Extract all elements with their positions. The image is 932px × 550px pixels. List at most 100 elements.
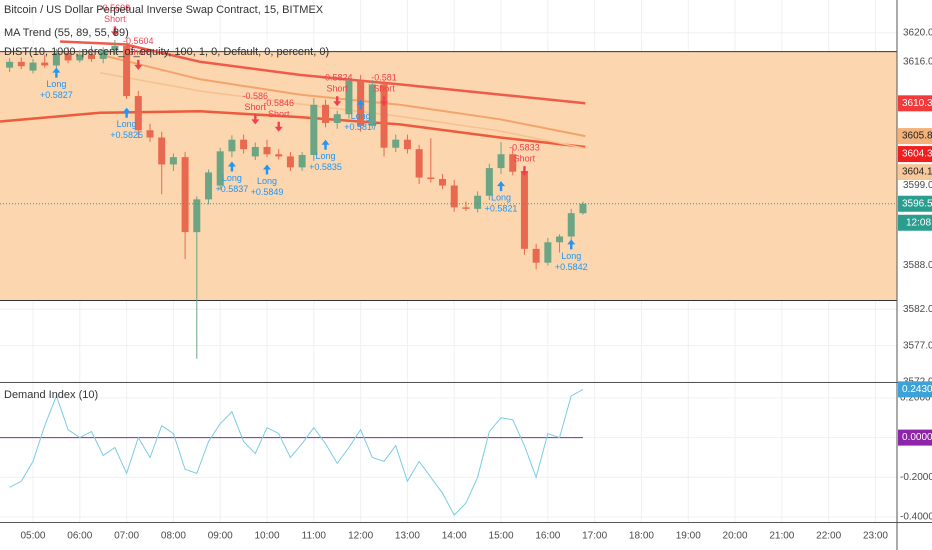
signal-profit: -0.586 [243, 91, 269, 101]
signal-arrow [134, 59, 143, 70]
candle-body [263, 146, 271, 155]
signal-profit: +0.5842 [555, 262, 588, 272]
candle-body [228, 139, 236, 152]
price-label-box [898, 95, 932, 112]
signal-profit: +0.5849 [251, 187, 284, 197]
zero-label-box [898, 429, 932, 446]
signal-side: Short [514, 153, 536, 163]
candle-body [123, 45, 131, 97]
price-label-box [898, 195, 932, 212]
last-value-box [898, 381, 932, 398]
x-tick-label: 17:00 [582, 531, 607, 542]
candle-body [368, 84, 376, 126]
candle-body [415, 149, 423, 178]
ma-line [60, 40, 586, 105]
signal-side: Short [268, 109, 290, 119]
x-tick-label: 10:00 [255, 531, 280, 542]
x-tick-label: 20:00 [723, 531, 748, 542]
candle-body [485, 168, 493, 196]
y-tick-label: 3620.0 [903, 27, 932, 38]
signal-arrow [251, 114, 260, 125]
signal-arrow [52, 67, 61, 78]
chart-title: Bitcoin / US Dollar Perpetual Inverse Sw… [4, 4, 324, 16]
candle-body [439, 178, 447, 186]
x-tick-label: 12:00 [348, 531, 373, 542]
signal-side: Long [117, 119, 137, 129]
y-tick-label: 0.0000 [902, 432, 932, 443]
price-label: 3610.3 [902, 98, 932, 109]
price-label-box [898, 164, 932, 181]
candle-body [474, 195, 482, 209]
candle-body [99, 50, 107, 59]
y-tick-label: 3588.0 [903, 260, 932, 271]
candle-body [286, 156, 294, 168]
signal-side: Long [46, 79, 66, 89]
x-tick-label: 07:00 [114, 531, 139, 542]
candle-body [6, 61, 14, 68]
candle-body [544, 242, 552, 263]
x-tick-label: 05:00 [20, 531, 45, 542]
countdown-box [898, 214, 932, 231]
signal-side: Short [245, 102, 267, 112]
signal-profit: +0.5835 [309, 162, 342, 172]
indicator-legend: MA Trend (55, 89, 55, 89) [4, 27, 129, 39]
y-tick-label: 0.2000 [900, 393, 931, 404]
y-tick-label: 3577.0 [903, 340, 932, 351]
x-tick-label: 18:00 [629, 531, 654, 542]
x-tick-label: 08:00 [161, 531, 186, 542]
signal-profit: +0.5837 [216, 184, 249, 194]
candle-body [427, 177, 435, 179]
signal-profit: -0.5846 [263, 98, 294, 108]
signal-arrow [520, 166, 529, 177]
indicator-title: Demand Index (10) [4, 389, 98, 401]
y-tick-label: -0.4000 [900, 512, 932, 523]
candle-body [567, 213, 575, 237]
candle-body [579, 203, 587, 214]
indicator-legend: DIST(10, 1000, percent_of_equity, 100, 1… [4, 46, 329, 58]
signal-side: Long [561, 251, 581, 261]
signal-arrow [333, 96, 342, 107]
signal-profit: -0.5608 [100, 3, 131, 13]
candle-body [64, 53, 72, 61]
y-tick-label: -0.2000 [900, 472, 932, 483]
y-tick-label: 3616.0 [903, 56, 932, 67]
signal-arrow [356, 99, 365, 110]
signal-side: Short [326, 84, 348, 94]
candle-body [403, 139, 411, 150]
countdown-label: 12:08 [906, 217, 931, 228]
signal-arrow [380, 96, 389, 107]
candle-body [333, 114, 341, 123]
signal-arrow [321, 139, 330, 150]
candle-body [392, 139, 400, 148]
x-tick-label: 15:00 [489, 531, 514, 542]
candle-body [380, 84, 388, 148]
signal-side: Long [351, 111, 371, 121]
signal-profit: -0.5824 [322, 73, 353, 83]
candle-body [310, 104, 318, 155]
price-label-box [898, 128, 932, 145]
signal-arrow [263, 164, 272, 175]
signal-side: Long [257, 176, 277, 186]
candle-body [17, 61, 25, 67]
candle-body [181, 157, 189, 233]
candle-body [146, 130, 154, 138]
candle-body [275, 154, 283, 157]
candle-body [520, 171, 528, 249]
x-tick-label: 13:00 [395, 531, 420, 542]
candle-body [134, 96, 142, 131]
x-tick-label: 21:00 [769, 531, 794, 542]
last-value-label: 0.2430 [902, 384, 932, 395]
signal-side: Long [491, 193, 511, 203]
signal-arrow [497, 181, 506, 192]
x-tick-label: 16:00 [535, 531, 560, 542]
y-tick-label: 3599.0 [903, 180, 932, 191]
candle-body [251, 146, 259, 157]
signal-side: Short [373, 84, 395, 94]
candle-body [41, 62, 49, 66]
x-tick-label: 19:00 [676, 531, 701, 542]
price-label: 3604.1 [902, 167, 932, 178]
candle-body [298, 154, 306, 168]
signal-profit: -0.581 [371, 73, 397, 83]
